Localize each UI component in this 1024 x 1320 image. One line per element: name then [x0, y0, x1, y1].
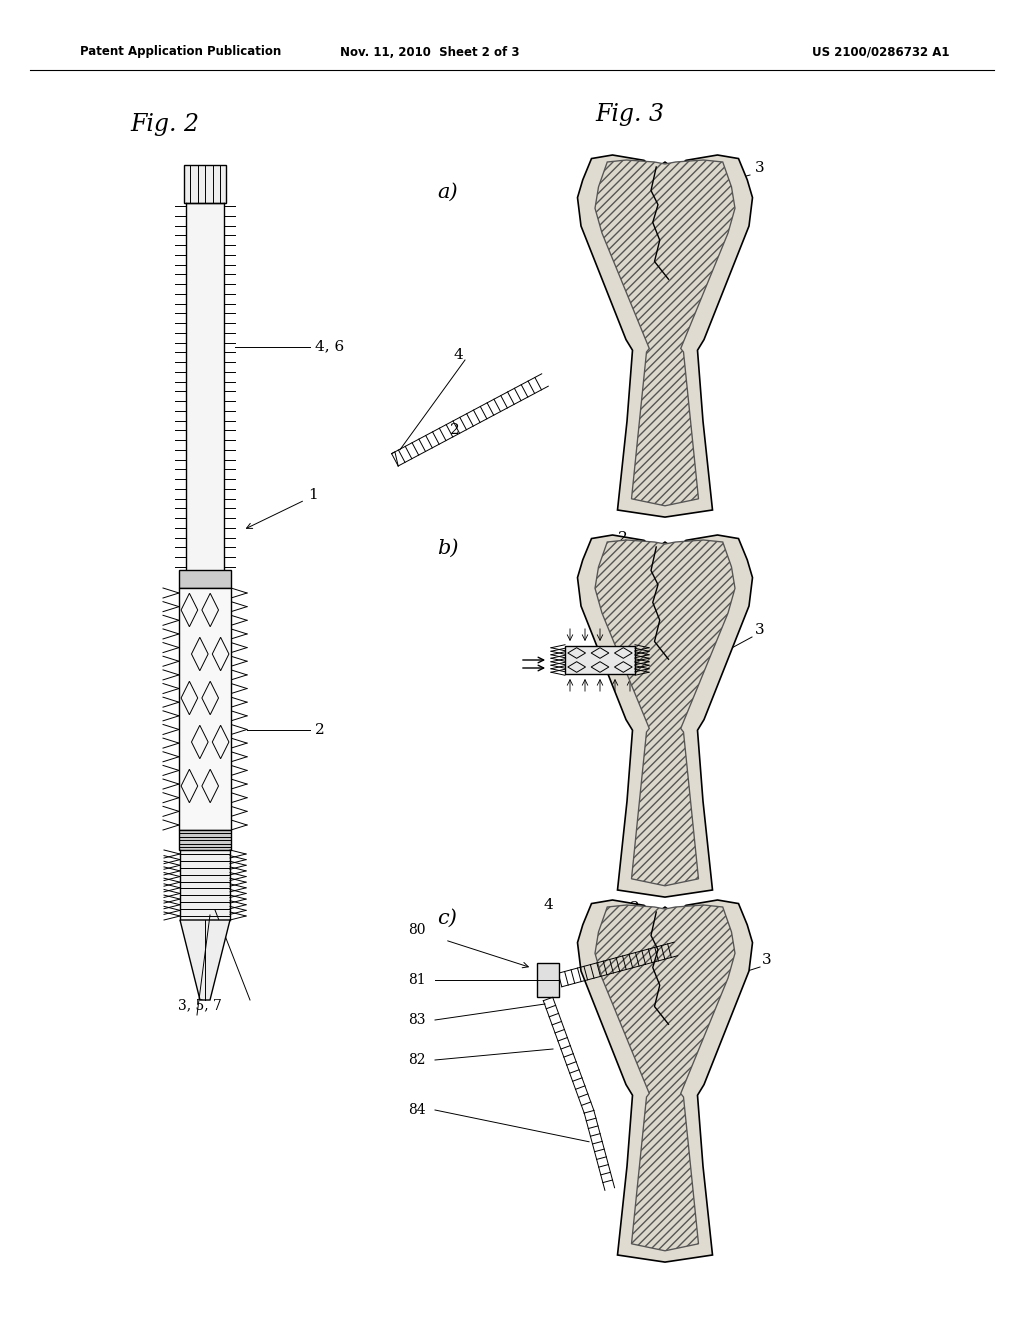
- Text: b): b): [437, 539, 459, 557]
- Text: 3: 3: [762, 953, 772, 968]
- Polygon shape: [595, 540, 735, 886]
- Text: c): c): [437, 908, 457, 928]
- Text: 4: 4: [543, 898, 553, 912]
- Bar: [537, 964, 559, 997]
- Polygon shape: [595, 160, 735, 506]
- Bar: [179, 830, 231, 850]
- Text: Fig. 3: Fig. 3: [596, 103, 665, 127]
- Text: 2: 2: [315, 723, 325, 737]
- Bar: [179, 587, 231, 830]
- Bar: [180, 850, 230, 920]
- Polygon shape: [180, 920, 230, 1001]
- Text: 2: 2: [630, 902, 640, 915]
- Polygon shape: [578, 900, 753, 1262]
- Text: US 2100/0286732 A1: US 2100/0286732 A1: [812, 45, 950, 58]
- Text: Fig. 2: Fig. 2: [130, 114, 200, 136]
- Bar: [184, 165, 226, 203]
- Text: 3: 3: [755, 161, 765, 176]
- Text: 3, 5, 7: 3, 5, 7: [178, 998, 222, 1012]
- Text: 4: 4: [453, 348, 463, 362]
- Polygon shape: [595, 906, 735, 1251]
- Bar: [565, 645, 635, 675]
- Text: 3: 3: [755, 623, 765, 638]
- Bar: [179, 570, 231, 587]
- Text: Nov. 11, 2010  Sheet 2 of 3: Nov. 11, 2010 Sheet 2 of 3: [340, 45, 520, 58]
- Polygon shape: [578, 154, 753, 517]
- Text: 82: 82: [408, 1053, 426, 1067]
- Bar: [186, 203, 224, 570]
- Text: 81: 81: [408, 973, 426, 987]
- Text: 2: 2: [618, 531, 628, 545]
- Text: 84: 84: [408, 1104, 426, 1117]
- Text: 1: 1: [308, 488, 317, 502]
- Text: a): a): [437, 182, 458, 202]
- Text: 2: 2: [450, 422, 460, 437]
- Text: 4, 6: 4, 6: [315, 339, 344, 354]
- Text: 80: 80: [408, 923, 426, 937]
- Text: Patent Application Publication: Patent Application Publication: [80, 45, 282, 58]
- Text: 83: 83: [408, 1012, 426, 1027]
- Polygon shape: [578, 535, 753, 898]
